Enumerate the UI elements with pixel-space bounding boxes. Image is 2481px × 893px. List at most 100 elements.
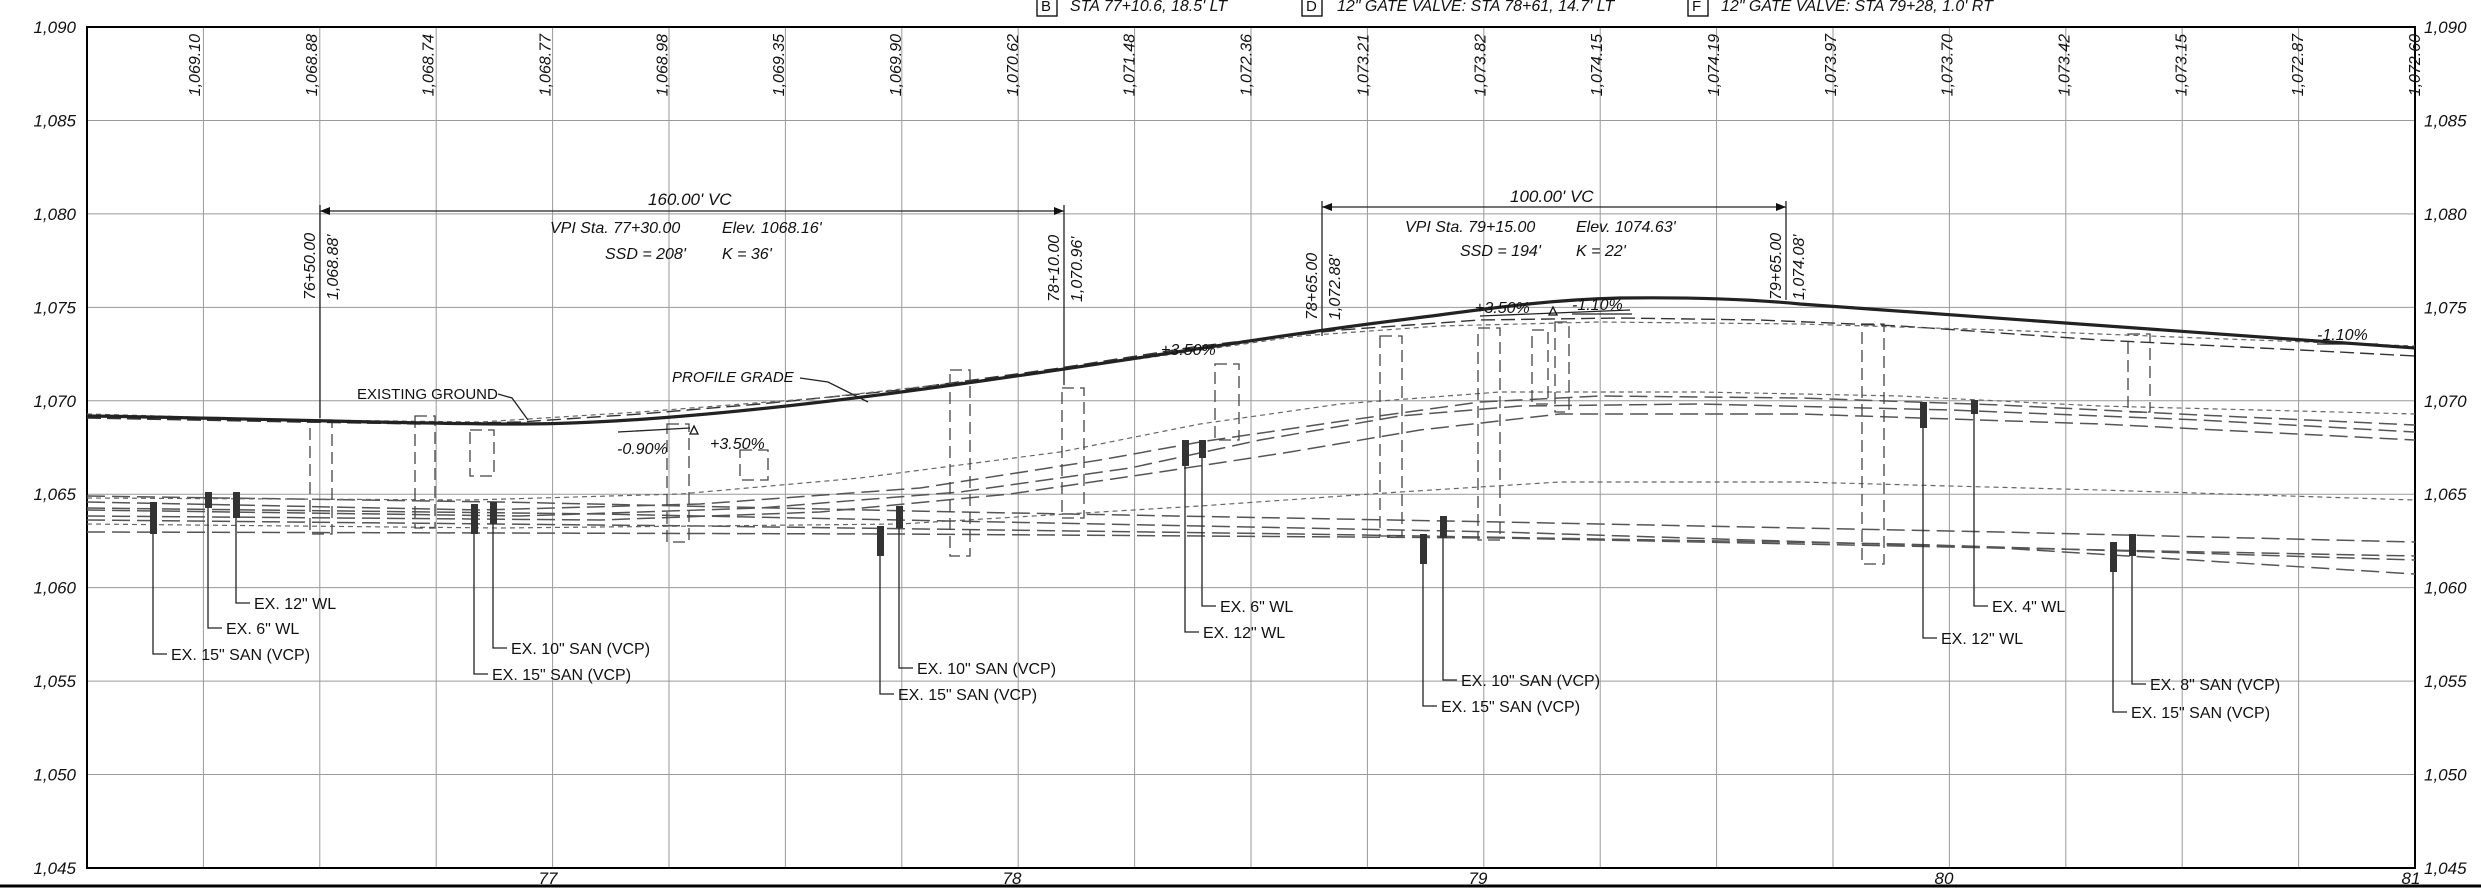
grade-elevation-label: 1,072.36 [1239,34,1256,96]
structure-box [414,415,436,529]
grade-elevation-label: 1,073.82 [1472,34,1489,96]
vc2-bvc-elev: 1,072.88' [1327,254,1344,320]
slope-label-2: +3.50% [710,436,765,453]
vc1-evc-elev: 1,070.96' [1069,236,1086,302]
elevation-label-right: 1,060 [2424,579,2467,598]
pipe-line-4 [86,531,2416,575]
elevation-label-left: 1,080 [33,205,76,224]
utility-label: EX. 12" WL [1941,631,2023,648]
vc2-k: K = 22' [1576,243,1627,260]
utility-leader [1922,428,1937,639]
utility-label: EX. 4" WL [1992,599,2065,616]
utility-label: EX. 6" WL [226,621,299,638]
utility-marker [471,504,478,534]
pvi-triangle-1 [688,424,700,435]
utility-label: EX. 8" SAN (VCP) [2150,677,2280,694]
plot-frame [86,26,2416,869]
utility-marker [205,492,212,508]
grade-elevation-label: 1,069.90 [888,34,905,96]
utility-label: EX. 6" WL [1220,599,1293,616]
vc2-arrow-left [1322,203,1332,211]
structure-box [469,429,495,477]
vc2-ssd: SSD = 194' [1460,243,1542,260]
station-label: 81 [2402,869,2421,888]
structure-box [1379,335,1403,537]
vc2-bvc-station: 78+65.00 [1304,253,1321,320]
utility-marker [490,502,497,524]
slope-label-4: +3.50% [1475,300,1530,317]
utility-leader [898,528,913,669]
profile-callouts: EXISTING GROUND PROFILE GRADE -0.90% +3.… [357,297,2378,458]
utility-marker [1199,440,1206,458]
elevation-label-right: 1,065 [2424,485,2467,504]
vc1-length: 160.00' VC [648,190,732,209]
structure-box [666,423,690,543]
structure-boxes [309,321,2151,565]
elevation-label-left: 1,045 [33,859,76,878]
structure-box [739,449,769,481]
vc1-ssd: SSD = 208' [605,246,687,263]
grade-elevation-label: 1,073.42 [2056,34,2073,96]
utility-marker [2129,534,2136,556]
station-axis: 77 78 79 80 81 [539,869,2421,888]
slope-label-1: -0.90% [617,441,668,458]
grade-elevation-label: 1,068.98 [654,34,671,96]
elevation-label-right: 1,080 [2424,205,2467,224]
vc2-length: 100.00' VC [1510,187,1594,206]
station-label: 78 [1003,869,1022,888]
vc1-pvi: VPI Sta. 77+30.00 [550,220,680,237]
elevation-label-left: 1,075 [33,298,76,317]
elevation-label-left: 1,085 [33,111,76,130]
vertical-curve-2: 100.00' VC VPI Sta. 79+15.00 SSD = 194' … [1304,187,1808,336]
utility-leader [2112,572,2127,713]
elevation-label-right: 1,070 [2424,392,2467,411]
vc2-elev: Elev. 1074.63' [1576,219,1677,236]
note-text-f: 12" GATE VALVE: STA 79+28, 1.0' RT [1721,0,1994,15]
elevation-label-left: 1,065 [33,485,76,504]
utility-marker [233,492,240,518]
elevation-label-right: 1,075 [2424,298,2467,317]
note-tag-box-d [1301,0,1323,17]
utility-leader [492,524,507,649]
existing-ground-line [86,317,2416,425]
utility-leader [207,508,222,629]
vc1-evc-station: 78+10.00 [1046,235,1063,302]
utility-label: EX. 10" SAN (VCP) [917,661,1056,678]
grade-elevation-label: 1,073.70 [1940,34,1957,96]
note-text-b: STA 77+10.6, 18.5' LT [1070,0,1228,15]
grade-elevation-label: 1,070.62 [1005,34,1022,96]
station-label: 80 [1935,869,1954,888]
utility-leader [235,518,250,604]
elevation-label-left: 1,050 [33,766,76,785]
profile-grade-label: PROFILE GRADE [672,369,795,386]
note-tag-f: F [1692,0,1701,15]
pipe-line-9 [86,481,2416,529]
structure-box [1531,329,1549,405]
grade-elevation-label: 1,073.97 [1823,33,1840,96]
grade-elevation-label: 1,071.48 [1122,34,1139,96]
utility-label: EX. 15" SAN (VCP) [1441,699,1580,716]
vertical-curve-1: 160.00' VC VPI Sta. 77+30.00 SSD = 208' … [302,190,1086,418]
vc1-bvc-elev: 1,068.88' [325,234,342,300]
header-notes: B STA 77+10.6, 18.5' LT D 12" GATE VALVE… [1036,0,1994,17]
structure-box [2127,333,2151,413]
pipe-line-8 [86,391,2416,501]
grade-elevation-label: 1,072.87 [2290,33,2307,96]
pipe-line-1 [86,495,2416,543]
utility-leader [152,534,167,655]
grade-elevation-label: 1,074.19 [1706,34,1723,96]
vc2-evc-station: 79+65.00 [1768,233,1785,300]
note-text-d: 12" GATE VALVE: STA 78+61, 14.7' LT [1337,0,1615,15]
utility-marker [1182,440,1189,466]
grid [86,26,2416,869]
grade-elevation-labels: 1,069.10 1,068.88 1,068.74 1,068.77 1,068.98… [187,33,2424,96]
slope-label-6: -1.10% [2317,327,2368,344]
pipe-line-7 [86,413,2416,521]
existing-ground-leader [497,393,529,421]
elevation-label-left: 1,055 [33,672,76,691]
elevation-label-right: 1,055 [2424,672,2467,691]
utility-label: EX. 12" WL [254,596,336,613]
structure-box [1554,321,1570,413]
grade-elevation-label: 1,074.15 [1589,34,1606,96]
